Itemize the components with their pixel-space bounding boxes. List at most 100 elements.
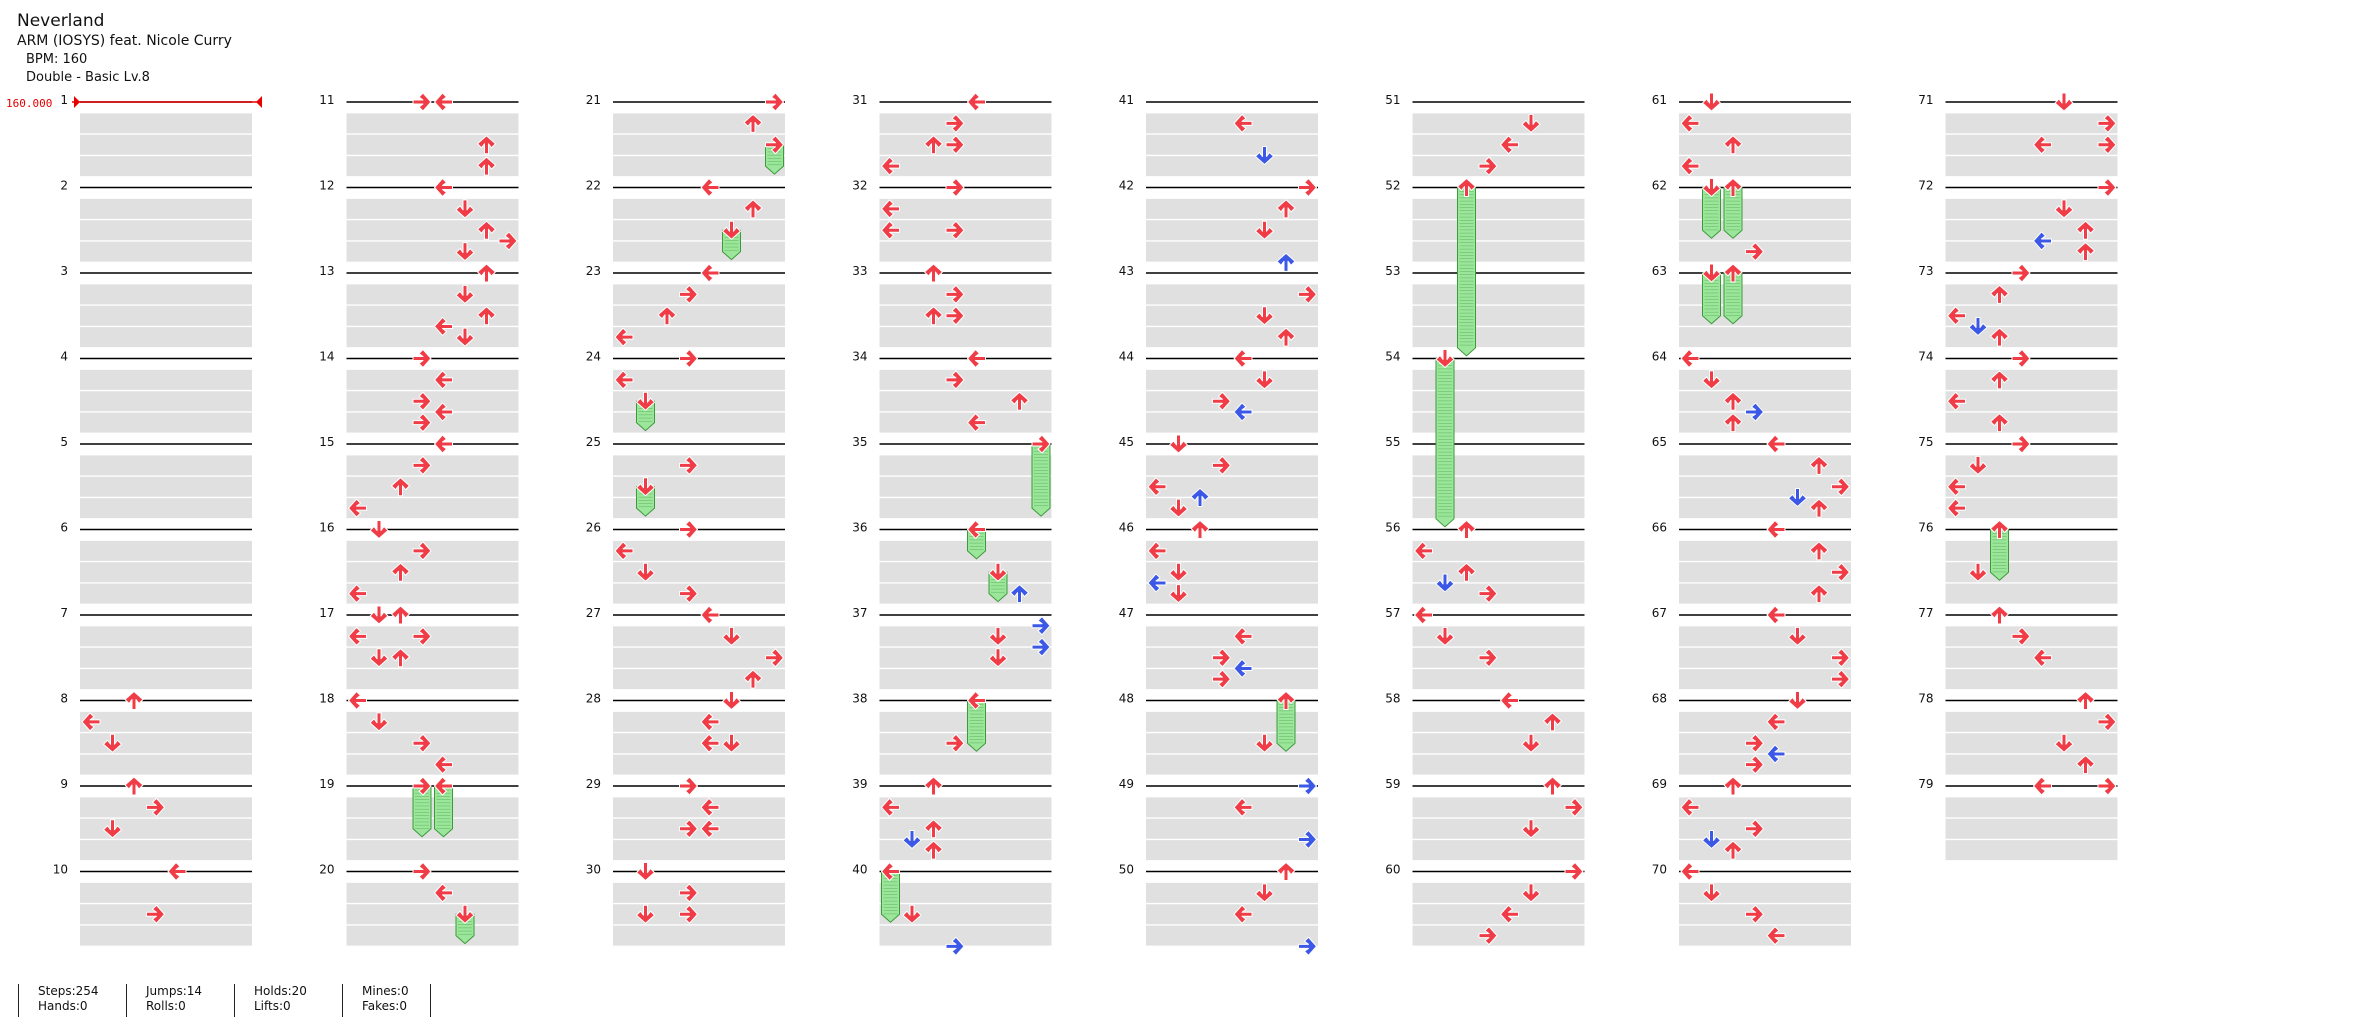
beat-row-shade — [1412, 498, 1585, 519]
beat-row-shade — [879, 284, 1052, 305]
beat-row-shade — [1945, 669, 2118, 690]
arrow-left-icon — [434, 402, 453, 422]
arrow-left-icon — [1947, 391, 1966, 411]
arrow-left-icon-shape — [1233, 113, 1253, 133]
arrow-right-icon — [945, 220, 965, 240]
arrow-right-icon — [2097, 113, 2117, 133]
measure: 37 — [852, 606, 1052, 690]
arrow-down-icon — [902, 829, 922, 849]
arrow-left-icon — [1500, 691, 1519, 710]
arrow-left-icon — [700, 263, 720, 283]
arrow-left-icon — [1233, 113, 1253, 133]
arrow-up-icon — [1990, 413, 2009, 433]
beat-row-shade — [613, 113, 785, 134]
arrow-left-icon-shape — [1414, 541, 1433, 561]
arrow-down-icon — [1255, 883, 1274, 903]
arrow-right-icon-shape — [2097, 113, 2117, 133]
arrow-down-icon — [1169, 498, 1188, 518]
beat-row-shade — [1945, 562, 2118, 583]
beat-row-shade — [1679, 305, 1851, 326]
arrow-left-icon — [1233, 626, 1253, 646]
arrow-up-icon-shape — [477, 306, 496, 326]
arrow-left-icon-shape — [1233, 349, 1253, 368]
arrow-down-icon — [1968, 562, 1988, 582]
arrow-right-icon — [2011, 263, 2031, 283]
measure-number: 78 — [1918, 692, 1933, 706]
beat-row-shade — [80, 562, 252, 583]
measure-number: 11 — [319, 93, 334, 107]
beat-row-shade — [1412, 540, 1585, 561]
arrow-left-icon-shape — [1766, 434, 1786, 454]
measure: 53 — [1385, 264, 1585, 348]
measure-number: 37 — [852, 606, 867, 620]
measure-number: 21 — [586, 93, 601, 107]
measure-number: 63 — [1652, 264, 1667, 278]
beat-row-shade — [613, 156, 785, 177]
beat-row-shade — [1412, 797, 1585, 818]
arrow-left-icon — [434, 434, 453, 454]
arrow-left-icon — [1147, 573, 1167, 593]
arrow-left-icon — [1500, 135, 1519, 155]
arrow-left-icon-shape — [2033, 135, 2052, 155]
beat-row-shade — [1412, 840, 1585, 861]
beat-row-shade — [1146, 455, 1318, 476]
beat-row-shade — [879, 134, 1052, 155]
arrow-left-icon — [881, 199, 900, 219]
arrow-right-icon-shape — [1831, 648, 1850, 668]
beat-row-shade — [80, 818, 252, 839]
hold-body — [1457, 187, 1476, 357]
arrow-down-icon — [1255, 220, 1274, 240]
arrow-right-icon — [2011, 626, 2031, 646]
beat-row-shade — [1679, 412, 1851, 433]
arrow-up-icon — [924, 306, 943, 326]
arrow-up-icon — [924, 135, 943, 155]
beat-row-shade — [1412, 284, 1585, 305]
beat-row-shade — [1679, 925, 1851, 946]
arrow-right-icon-shape — [1212, 455, 1231, 475]
arrow-left-icon — [434, 370, 453, 390]
arrow-up-icon-shape — [1010, 584, 1029, 604]
arrow-right-icon-shape — [2097, 776, 2117, 796]
arrow-right-icon-shape — [2011, 263, 2031, 283]
beat-row-shade — [879, 818, 1052, 839]
arrow-right-icon-shape — [1831, 477, 1850, 497]
arrow-down-icon-shape — [902, 904, 922, 924]
arrow-left-icon-shape — [1766, 520, 1786, 539]
arrow-right-icon-shape — [2011, 626, 2031, 646]
beat-row-shade — [1146, 284, 1318, 305]
arrow-down-icon — [1521, 883, 1541, 903]
arrow-left-icon-shape — [700, 178, 720, 197]
stat-jumps: Jumps:14 — [146, 984, 203, 998]
arrow-up-icon — [1457, 562, 1476, 582]
arrow-up-icon — [1190, 520, 1210, 539]
measure: 39 — [852, 777, 1052, 861]
arrow-right-icon-shape — [679, 520, 698, 539]
arrow-up-icon — [2076, 242, 2095, 262]
measure-number: 74 — [1918, 350, 1933, 364]
measure: 6 — [60, 521, 252, 604]
measure: 63 — [1652, 264, 1851, 348]
beat-row-shade — [80, 220, 252, 241]
beat-row-shade — [613, 305, 785, 326]
bpm-marker-end — [256, 96, 262, 108]
arrow-left-icon-shape — [1680, 113, 1700, 133]
beat-row-shade — [346, 562, 519, 583]
arrow-up-icon-shape — [1276, 199, 1296, 219]
beat-row-shade — [1945, 733, 2118, 754]
measure-number: 3 — [60, 264, 68, 278]
beat-row-shade — [1146, 198, 1318, 219]
arrow-down-icon — [1169, 584, 1188, 604]
arrow-left-icon-shape — [881, 862, 900, 881]
arrow-right-icon — [679, 284, 698, 304]
arrow-left-icon-shape — [434, 755, 453, 775]
arrow-down-icon-shape — [722, 626, 741, 646]
arrow-right-icon — [1212, 455, 1231, 475]
measure: 14 — [319, 350, 519, 433]
beat-row-shade — [879, 220, 1052, 241]
measure-number: 70 — [1652, 863, 1667, 877]
arrow-right-icon-shape — [679, 883, 698, 903]
arrow-left-icon-shape — [434, 883, 453, 903]
arrow-down-icon — [636, 904, 655, 924]
measure-number: 23 — [586, 264, 601, 278]
arrow-left-icon — [967, 92, 986, 112]
